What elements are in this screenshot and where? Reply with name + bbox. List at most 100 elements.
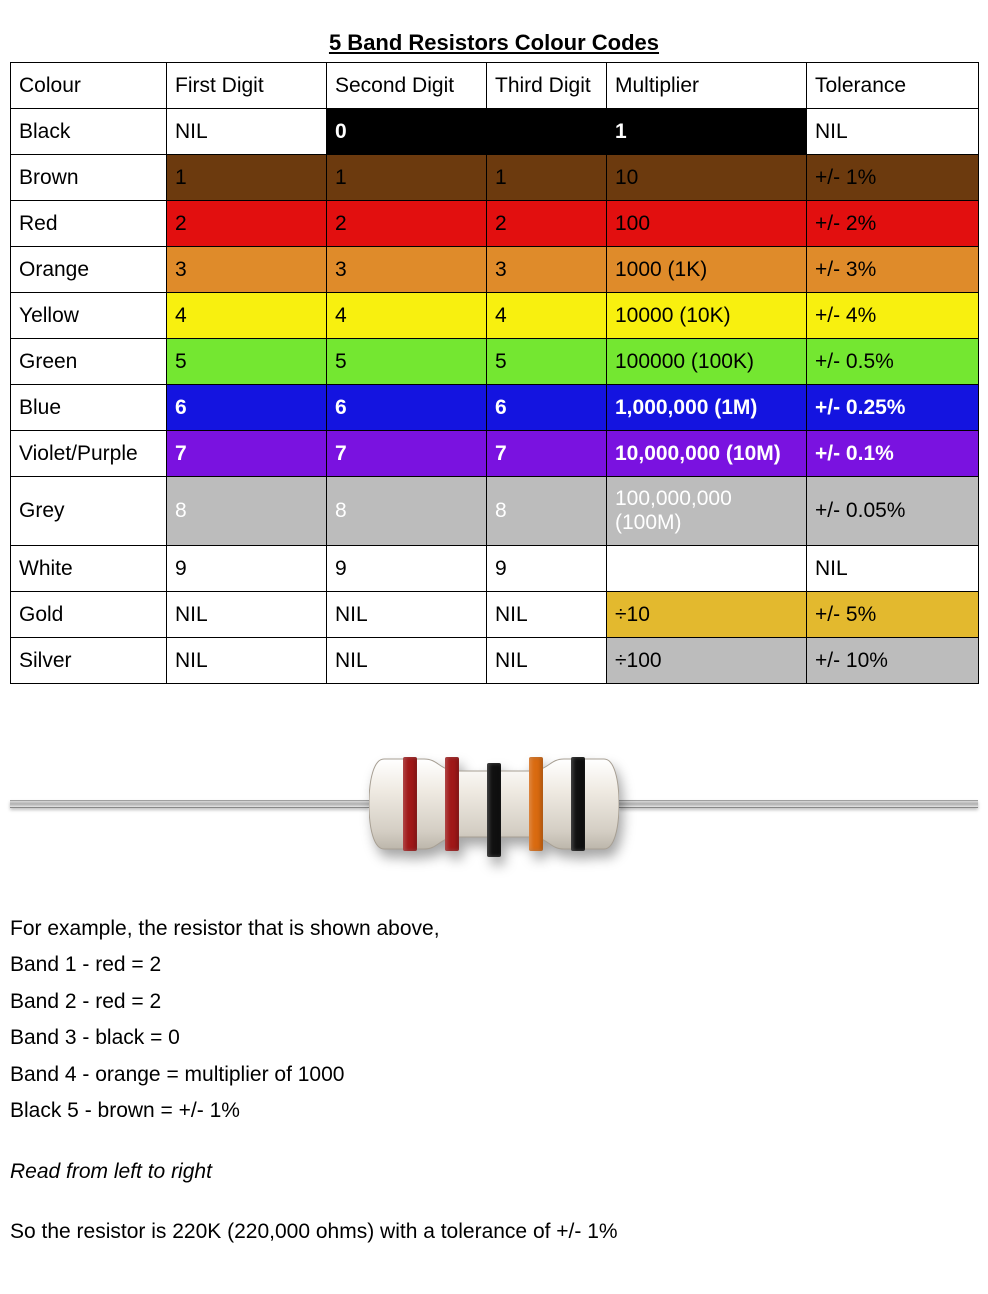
table-row: Yellow44410000 (10K)+/- 4% (11, 293, 979, 339)
colour-band-cell: 3 (167, 247, 327, 293)
colour-band-cell: NIL (167, 638, 327, 684)
colour-band-cell: 2 (327, 201, 487, 247)
colour-band-cell: 100,000,000 (100M) (607, 477, 807, 546)
table-header-cell: Third Digit (487, 63, 607, 109)
table-header-cell: First Digit (167, 63, 327, 109)
table-row: Brown11110+/- 1% (11, 155, 979, 201)
colour-band-cell: 7 (167, 431, 327, 477)
colour-band-cell: NIL (327, 638, 487, 684)
colour-band-cell: +/- 4% (807, 293, 979, 339)
colour-band-cell: 3 (327, 247, 487, 293)
example-intro: For example, the resistor that is shown … (10, 914, 978, 944)
resistor-bands (403, 757, 585, 851)
colour-band-cell: 9 (327, 546, 487, 592)
resistor-band-stripe (445, 757, 459, 851)
colour-band-cell: 6 (327, 385, 487, 431)
colour-name-cell: Grey (11, 477, 167, 546)
colour-band-cell (487, 109, 607, 155)
colour-band-cell: 1,000,000 (1M) (607, 385, 807, 431)
colour-name-cell: Violet/Purple (11, 431, 167, 477)
colour-name-cell: Yellow (11, 293, 167, 339)
table-header-cell: Multiplier (607, 63, 807, 109)
example-line: Band 2 - red = 2 (10, 987, 978, 1017)
colour-band-cell: +/- 5% (807, 592, 979, 638)
colour-band-cell: 7 (487, 431, 607, 477)
resistor-lead-right (619, 800, 978, 808)
table-header-cell: Tolerance (807, 63, 979, 109)
colour-band-cell: NIL (327, 592, 487, 638)
page: 5 Band Resistors Colour Codes ColourFirs… (0, 0, 988, 1294)
colour-name-cell: Black (11, 109, 167, 155)
resistor-body (369, 749, 619, 859)
table-row: Orange3331000 (1K)+/- 3% (11, 247, 979, 293)
colour-name-cell: Gold (11, 592, 167, 638)
resistor-band-stripe (487, 763, 501, 857)
colour-band-cell: 4 (327, 293, 487, 339)
resistor-band-stripe (571, 757, 585, 851)
colour-band-cell: 2 (167, 201, 327, 247)
colour-name-cell: White (11, 546, 167, 592)
colour-band-cell: 10 (607, 155, 807, 201)
table-row: GoldNILNILNIL÷10+/- 5% (11, 592, 979, 638)
colour-band-cell: 0 (327, 109, 487, 155)
colour-band-cell: 5 (487, 339, 607, 385)
colour-band-cell: +/- 10% (807, 638, 979, 684)
colour-band-cell: NIL (807, 109, 979, 155)
example-note: Read from left to right (10, 1157, 978, 1187)
colour-band-cell: 1 (487, 155, 607, 201)
colour-band-cell: 2 (487, 201, 607, 247)
colour-band-cell: 8 (167, 477, 327, 546)
table-row: Violet/Purple77710,000,000 (10M)+/- 0.1% (11, 431, 979, 477)
colour-band-cell: 7 (327, 431, 487, 477)
table-row: BlackNIL01NIL (11, 109, 979, 155)
table-header-cell: Second Digit (327, 63, 487, 109)
table-head: ColourFirst DigitSecond DigitThird Digit… (11, 63, 979, 109)
colour-band-cell: +/- 0.05% (807, 477, 979, 546)
colour-band-cell: 1 (167, 155, 327, 201)
table-row: Green555100000 (100K)+/- 0.5% (11, 339, 979, 385)
example-line: Band 3 - black = 0 (10, 1023, 978, 1053)
example-line: Black 5 - brown = +/- 1% (10, 1096, 978, 1126)
colour-band-cell: 100 (607, 201, 807, 247)
colour-band-cell: 5 (327, 339, 487, 385)
colour-band-cell: 1 (607, 109, 807, 155)
colour-band-cell: 5 (167, 339, 327, 385)
colour-band-cell: NIL (167, 109, 327, 155)
colour-band-cell: NIL (167, 592, 327, 638)
colour-band-cell: 8 (487, 477, 607, 546)
colour-band-cell: +/- 0.5% (807, 339, 979, 385)
table-body: BlackNIL01NILBrown11110+/- 1%Red222100+/… (11, 109, 979, 684)
colour-name-cell: Orange (11, 247, 167, 293)
resistor-illustration (10, 734, 978, 874)
colour-band-cell: +/- 0.25% (807, 385, 979, 431)
page-title: 5 Band Resistors Colour Codes (10, 30, 978, 56)
colour-band-cell: NIL (807, 546, 979, 592)
example-line: Band 4 - orange = multiplier of 1000 (10, 1060, 978, 1090)
table-row: SilverNILNILNIL÷100+/- 10% (11, 638, 979, 684)
colour-band-cell: +/- 2% (807, 201, 979, 247)
colour-band-cell: 4 (167, 293, 327, 339)
colour-band-cell: ÷10 (607, 592, 807, 638)
colour-name-cell: Blue (11, 385, 167, 431)
colour-band-cell: +/- 3% (807, 247, 979, 293)
colour-band-cell: 10,000,000 (10M) (607, 431, 807, 477)
colour-band-cell: NIL (487, 592, 607, 638)
table-row: White999NIL (11, 546, 979, 592)
colour-name-cell: Green (11, 339, 167, 385)
table-row: Red222100+/- 2% (11, 201, 979, 247)
colour-band-cell: 6 (487, 385, 607, 431)
colour-band-cell (607, 546, 807, 592)
colour-band-cell: ÷100 (607, 638, 807, 684)
example-block: For example, the resistor that is shown … (10, 914, 978, 1248)
colour-band-cell: 100000 (100K) (607, 339, 807, 385)
table-header-cell: Colour (11, 63, 167, 109)
colour-band-cell: 8 (327, 477, 487, 546)
example-line: Band 1 - red = 2 (10, 950, 978, 980)
colour-band-cell: +/- 0.1% (807, 431, 979, 477)
colour-band-cell: NIL (487, 638, 607, 684)
colour-band-cell: 9 (167, 546, 327, 592)
table-row: Grey888100,000,000 (100M)+/- 0.05% (11, 477, 979, 546)
colour-band-cell: 1000 (1K) (607, 247, 807, 293)
colour-band-cell: 1 (327, 155, 487, 201)
colour-name-cell: Brown (11, 155, 167, 201)
